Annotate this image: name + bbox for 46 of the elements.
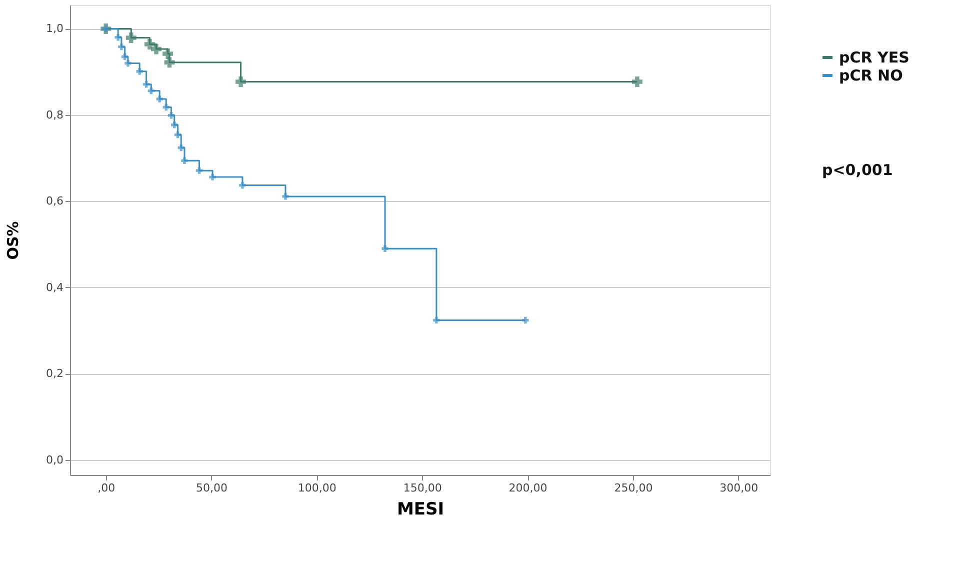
x-tick-label: 300,00 — [720, 482, 758, 494]
x-axis-title: MESI — [396, 500, 444, 520]
point — [156, 96, 163, 102]
point — [382, 245, 388, 252]
point — [126, 32, 136, 44]
point — [433, 316, 440, 324]
point — [239, 182, 246, 189]
legend-label: pCR YES — [839, 48, 910, 66]
point — [162, 104, 170, 111]
point — [181, 157, 188, 164]
x-tick-label: ,00 — [98, 482, 116, 494]
x-tick-label: 250,00 — [614, 482, 653, 494]
point — [150, 44, 162, 54]
point — [632, 76, 642, 87]
y-tick-label: 1,0 — [46, 22, 64, 36]
point — [114, 34, 122, 41]
x-tick-label: 50,00 — [196, 482, 228, 494]
point — [174, 131, 182, 138]
text: p<0,001 — [822, 161, 893, 179]
point — [282, 193, 289, 200]
point — [148, 87, 155, 94]
point — [144, 38, 155, 50]
y-tick-label: 0,0 — [46, 453, 64, 466]
y-tick-label: 0,8 — [46, 108, 64, 122]
point — [171, 122, 178, 128]
point — [162, 48, 174, 59]
point — [121, 53, 128, 60]
point — [178, 144, 184, 152]
x-tick-label: 100,00 — [298, 482, 336, 494]
x-tick-label: 200,00 — [508, 482, 548, 494]
point — [142, 80, 150, 88]
point — [164, 57, 175, 68]
point — [124, 60, 132, 67]
point — [522, 316, 529, 324]
point — [136, 68, 143, 75]
legend-label: pCR NO — [839, 66, 903, 84]
y-tick-label: 0,2 — [46, 367, 64, 380]
point — [196, 167, 203, 174]
y-tick-label: 0,6 — [46, 194, 64, 208]
x-tick-label: 150,00 — [403, 482, 442, 494]
point — [168, 112, 175, 119]
y-tick-label: 0,4 — [46, 280, 64, 294]
point — [236, 76, 246, 87]
y-axis-title: OS% — [4, 221, 22, 260]
point — [209, 174, 216, 180]
point — [118, 43, 125, 50]
